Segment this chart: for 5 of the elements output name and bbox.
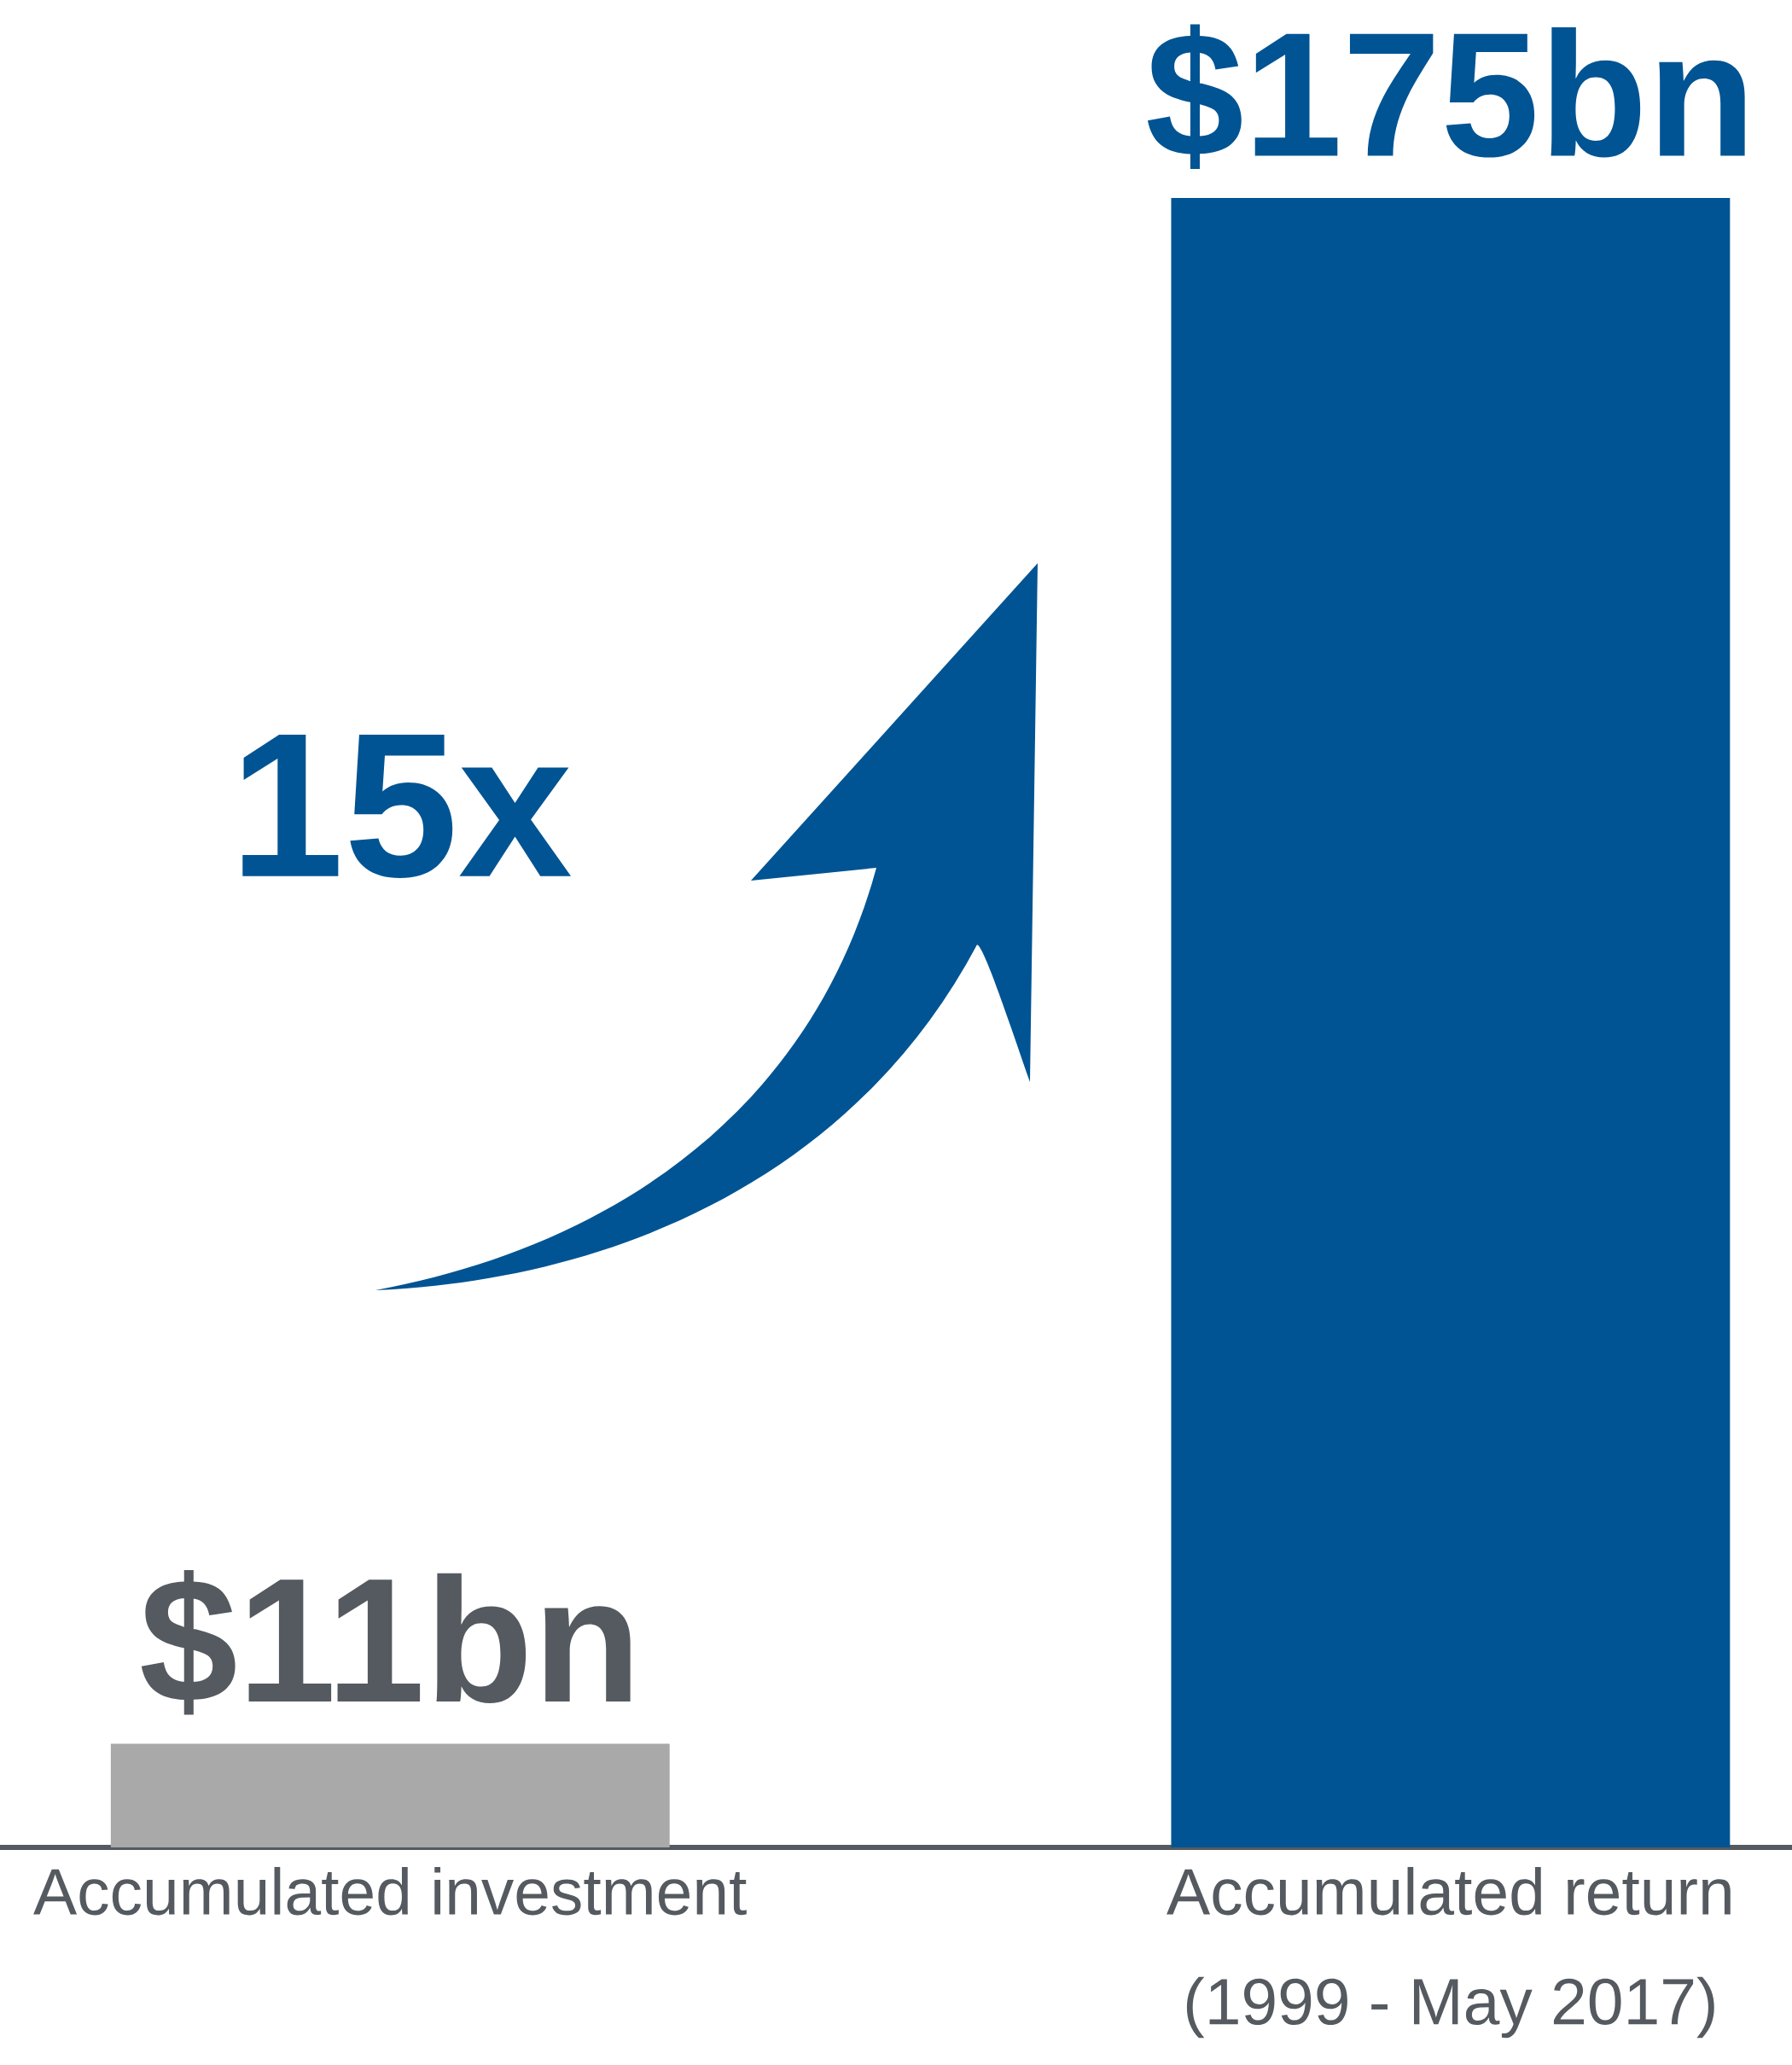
- annotation: 15x: [242, 735, 572, 878]
- x-tick-label: Accumulated return (1999 - May 2017): [1167, 1866, 1731, 2039]
- data-label: $11bn: [141, 1570, 631, 1715]
- data-label: $175bn: [1147, 24, 1745, 169]
- x-tick-label: Accumulated investment: [33, 1866, 747, 1916]
